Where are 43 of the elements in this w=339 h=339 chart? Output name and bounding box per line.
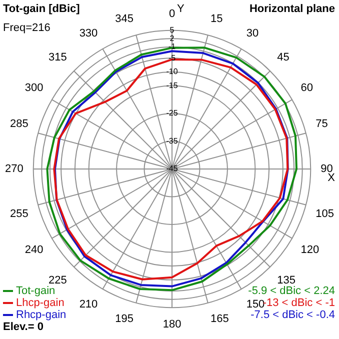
spoke-label: 345 [115, 12, 134, 25]
spoke-label: 300 [24, 82, 44, 94]
spoke-label: 150 [246, 298, 265, 310]
y-tick-label: 2 [170, 34, 175, 43]
spoke-label: 45 [277, 51, 290, 64]
text: Y [177, 3, 184, 15]
legend-label: Lhcp-gain [15, 297, 64, 309]
spoke-label: 120 [300, 244, 320, 256]
spoke-label: 255 [10, 208, 28, 220]
spoke-label: 195 [115, 313, 134, 326]
y-tick-label: -15 [166, 81, 178, 90]
y-tick-label: -1 [168, 42, 176, 52]
text: Freq=216 [3, 22, 50, 34]
spoke-label: 0 [168, 8, 176, 20]
y-tick-label: -25 [166, 108, 178, 118]
y-tick-label: -10 [166, 67, 178, 76]
spoke-label: 180 [162, 318, 182, 330]
text: Elev.= 0 [3, 321, 44, 333]
spoke-label: 135 [277, 274, 296, 287]
spoke-label: 165 [210, 313, 229, 326]
spoke-label: 15 [210, 12, 223, 25]
text: -13 < dBic < -1 [262, 297, 335, 309]
spoke-label: 210 [79, 298, 98, 310]
spoke-label: 105 [316, 208, 334, 220]
y-tick-label: -35 [166, 136, 178, 146]
legend-label: Rhcp-gain [15, 309, 66, 321]
spoke-label: 240 [24, 244, 44, 256]
spoke-label: 270 [4, 163, 24, 176]
spoke-label: 315 [48, 51, 67, 64]
spoke-label: 225 [48, 274, 67, 287]
spoke-label: 75 [316, 118, 328, 130]
legend-label: Tot-gain [15, 285, 56, 297]
spoke-label: 30 [246, 28, 259, 40]
y-tick-label: -45 [166, 164, 178, 174]
text: -7.5 < dBic < -0.4 [250, 309, 335, 321]
text: -5.9 < dBic < 2.24 [248, 285, 335, 297]
spoke-label: 60 [300, 82, 313, 94]
y-tick-label: 5 [170, 26, 175, 35]
spoke-label: 330 [79, 28, 98, 40]
chart-subtitle: Horizontal plane [249, 3, 335, 15]
text: X [328, 172, 335, 184]
chart-title: Tot-gain [dBic] [3, 3, 80, 15]
spoke-label: 285 [10, 118, 28, 130]
